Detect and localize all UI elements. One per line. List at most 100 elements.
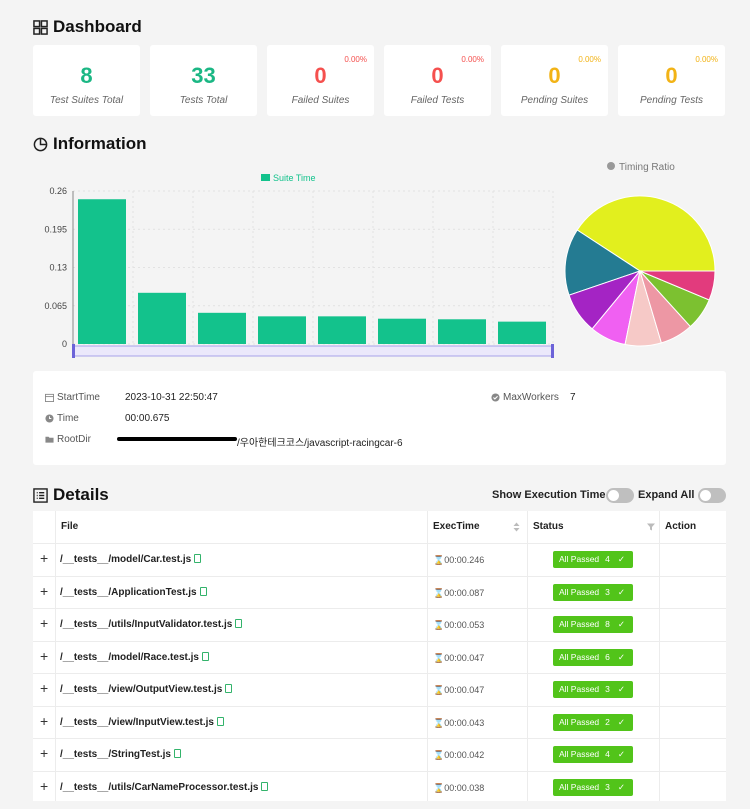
exec-time: ⌛00:00.246 [433,555,485,565]
file-path[interactable]: /__tests__/ApplicationTest.js [60,586,207,598]
bar[interactable] [318,316,366,344]
table-row: + /__tests__/utils/CarNameProcessor.test.… [33,770,726,804]
zoom-handle-right[interactable] [551,344,554,358]
bar[interactable] [78,199,126,344]
expand-row-icon[interactable]: + [40,647,49,664]
copy-icon[interactable] [173,749,181,758]
bar[interactable] [498,321,546,344]
status-badge: All Passed 3 ✓ [553,583,633,601]
stat-percent: 0.00% [578,55,601,64]
expand-row-icon[interactable]: + [40,550,49,566]
stat-label: Failed Suites [291,95,350,106]
exec-time: ⌛00:00.043 [433,717,485,728]
expand-row-icon[interactable]: + [40,680,49,696]
stat-card: 8 Test Suites Total [33,45,140,116]
exec-time: ⌛00:00.038 [433,782,485,793]
check-icon: ✓ [617,554,626,564]
stat-card: 0 Pending Suites 0.00% [501,45,608,116]
expand-row-icon[interactable]: + [40,777,49,794]
stat-card: 0 Failed Tests 0.00% [384,45,491,116]
file-path[interactable]: /__tests__/utils/CarNameProcessor.test.j… [60,781,269,793]
table-row: + /__tests__/model/Race.test.js ⌛00:00.047… [33,640,726,674]
y-tick-label: 0.13 [49,263,67,273]
pie-slice[interactable] [639,270,716,301]
copy-icon[interactable] [261,781,269,791]
bar[interactable] [258,316,306,344]
stat-value: 8 [80,63,93,88]
pie-title: Timing Ratio [619,162,675,173]
hourglass-icon: ⌛ [433,555,445,565]
stat-value: 0 [431,63,444,88]
legend-swatch [261,174,270,181]
exec-time: ⌛00:00.042 [433,750,485,760]
copy-icon[interactable] [194,554,202,563]
file-path[interactable]: /__tests__/view/InputView.test.js [60,716,224,728]
timing-ratio-icon [607,162,615,170]
file-path[interactable]: /__tests__/model/Car.test.js [60,554,202,565]
column-header-action: Action [665,521,697,532]
stat-card: 33 Tests Total [150,45,257,116]
dashboard-title: Dashboard [33,17,142,37]
check-icon: ✓ [617,749,626,759]
check-icon: ✓ [617,684,626,694]
exec-time: ⌛00:00.047 [433,652,485,663]
pie-chart-icon [33,137,48,151]
copy-icon[interactable] [199,586,207,596]
column-header-status[interactable]: Status [533,511,655,543]
y-tick-label: 0.26 [49,186,67,196]
sort-icon[interactable] [513,522,520,532]
copy-icon[interactable] [225,684,233,693]
check-icon: ✓ [617,619,626,629]
check-icon: ✓ [617,781,626,792]
stat-label: Pending Suites [520,95,589,106]
calendar-icon [45,393,54,402]
status-badge: All Passed 4 ✓ [553,746,633,763]
hourglass-icon: ⌛ [433,782,445,793]
expand-row-icon[interactable]: + [40,745,49,761]
start-time-value: 2023-10-31 22:50:47 [125,392,218,403]
show-exec-time-toggle[interactable] [606,488,634,503]
check-circle-icon [491,393,500,402]
bar[interactable] [138,292,186,344]
file-path[interactable]: /__tests__/view/OutputView.test.js [60,684,233,695]
information-title: Information [33,134,147,154]
zoom-slider[interactable] [72,345,554,357]
status-badge: All Passed 3 ✓ [553,778,633,796]
stat-value: 0 [314,63,327,88]
file-path[interactable]: /__tests__/model/Race.test.js [60,651,209,663]
y-tick-label: 0 [62,339,67,349]
bar[interactable] [198,312,246,344]
hourglass-icon: ⌛ [433,587,445,598]
clock-icon [45,414,54,423]
stat-card: 0 Failed Suites 0.00% [267,45,374,116]
file-path[interactable]: /__tests__/utils/InputValidator.test.js [60,619,243,630]
hourglass-icon: ⌛ [433,652,445,663]
stat-value: 33 [191,63,216,88]
expand-row-icon[interactable]: + [40,712,49,729]
bar[interactable] [438,319,486,344]
hourglass-icon: ⌛ [433,750,445,760]
hourglass-icon: ⌛ [433,620,445,630]
copy-icon[interactable] [216,716,224,726]
time-row: Time [45,413,79,424]
copy-icon[interactable] [235,619,243,628]
check-icon: ✓ [617,586,626,597]
column-header-file[interactable]: File [61,521,79,532]
status-badge: All Passed 4 ✓ [553,551,633,568]
pie-slice[interactable] [564,229,642,296]
bar[interactable] [378,318,426,344]
stat-percent: 0.00% [695,55,718,64]
table-row: + /__tests__/ApplicationTest.js ⌛00:00.087… [33,575,726,609]
filter-icon[interactable] [647,523,655,531]
copy-icon[interactable] [201,651,209,661]
column-header-exectime[interactable]: ExecTime [433,511,520,543]
expand-all-toggle[interactable] [698,488,726,503]
zoom-handle-left[interactable] [72,344,75,358]
expand-row-icon[interactable]: + [40,615,49,631]
stat-label: Test Suites Total [49,95,124,106]
stat-label: Pending Tests [639,95,703,106]
hourglass-icon: ⌛ [433,717,445,728]
expand-row-icon[interactable]: + [40,582,49,599]
status-badge: All Passed 6 ✓ [553,648,633,666]
file-path[interactable]: /__tests__/StringTest.js [60,749,181,760]
